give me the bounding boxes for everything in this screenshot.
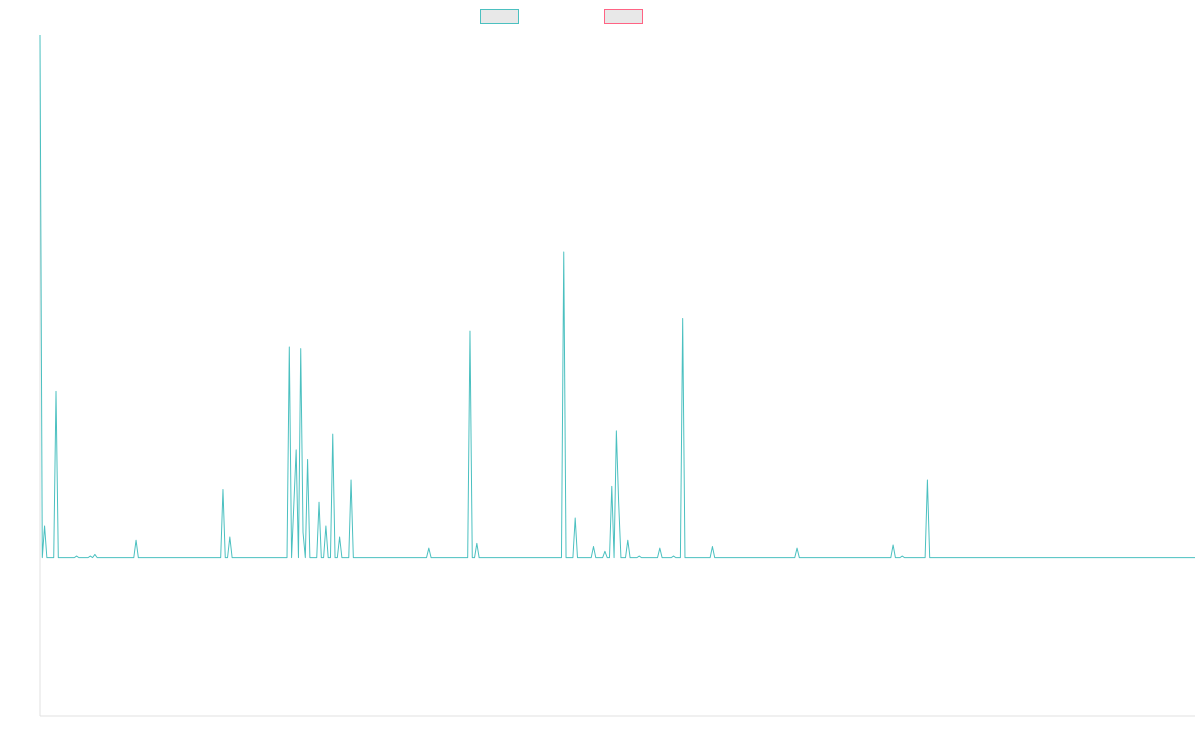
legend-swatch-teal[interactable] bbox=[480, 9, 519, 24]
legend-swatch-pink[interactable] bbox=[604, 9, 643, 24]
legend bbox=[0, 9, 1200, 27]
series-line-0 bbox=[39, 34, 1195, 559]
